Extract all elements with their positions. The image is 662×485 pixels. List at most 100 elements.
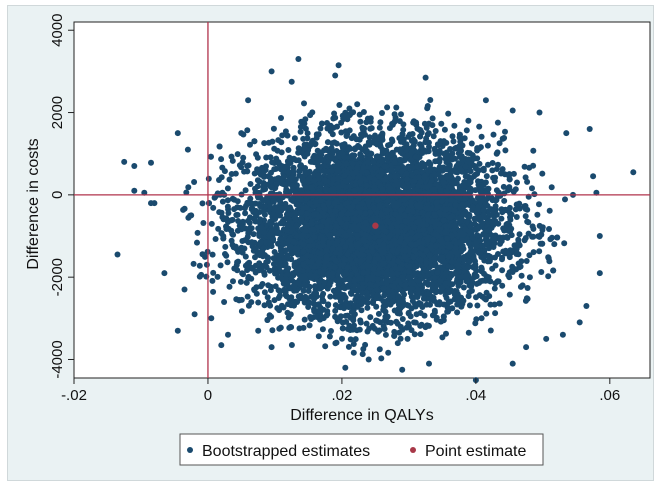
bootstrap-point bbox=[234, 227, 241, 234]
bootstrap-point bbox=[269, 138, 276, 145]
bootstrap-point bbox=[317, 125, 324, 132]
bootstrap-point bbox=[336, 102, 343, 108]
bootstrap-point bbox=[547, 236, 554, 243]
bootstrap-point bbox=[200, 220, 207, 226]
bootstrap-point bbox=[332, 307, 339, 314]
bootstrap-point bbox=[498, 215, 505, 222]
bootstrap-point bbox=[232, 170, 239, 177]
bootstrap-point bbox=[379, 110, 385, 116]
bootstrap-point bbox=[275, 287, 282, 294]
bootstrap-point bbox=[370, 300, 376, 306]
bootstrap-point bbox=[481, 270, 487, 277]
bootstrap-point bbox=[218, 156, 225, 163]
bootstrap-point bbox=[461, 135, 468, 142]
bootstrap-point bbox=[244, 127, 251, 134]
bootstrap-point bbox=[240, 154, 247, 161]
bootstrap-point bbox=[389, 150, 396, 157]
bootstrap-point bbox=[526, 252, 533, 259]
bootstrap-point bbox=[324, 120, 330, 126]
bootstrap-point bbox=[191, 179, 198, 185]
bootstrap-point bbox=[387, 319, 394, 326]
bootstrap-point bbox=[381, 317, 388, 324]
bootstrap-point bbox=[432, 128, 439, 134]
bootstrap-point bbox=[297, 128, 304, 135]
bootstrap-point bbox=[522, 213, 529, 220]
bootstrap-point bbox=[235, 218, 242, 224]
bootstrap-point bbox=[518, 258, 525, 265]
bootstrap-point bbox=[442, 259, 448, 266]
bootstrap-point bbox=[185, 184, 192, 191]
bootstrap-point bbox=[255, 299, 262, 306]
bootstrap-point bbox=[525, 219, 532, 226]
bootstrap-point bbox=[499, 209, 506, 216]
bootstrap-point bbox=[436, 299, 443, 306]
bootstrap-point bbox=[492, 310, 499, 317]
bootstrap-point bbox=[492, 203, 499, 210]
bootstrap-point bbox=[521, 163, 528, 170]
bootstrap-point bbox=[234, 151, 241, 158]
bootstrap-point bbox=[228, 217, 234, 224]
bootstrap-point bbox=[305, 288, 312, 294]
bootstrap-point bbox=[343, 133, 350, 139]
bootstrap-point bbox=[301, 316, 308, 323]
bootstrap-point bbox=[364, 328, 371, 335]
bootstrap-point bbox=[333, 140, 340, 147]
bootstrap-point bbox=[499, 267, 506, 274]
bootstrap-point bbox=[332, 340, 339, 347]
bootstrap-point bbox=[394, 340, 401, 347]
bootstrap-point bbox=[512, 206, 519, 213]
bootstrap-point bbox=[439, 334, 446, 341]
bootstrap-point bbox=[219, 198, 226, 205]
bootstrap-point bbox=[465, 293, 472, 300]
bootstrap-point bbox=[214, 273, 221, 280]
bootstrap-point bbox=[285, 314, 292, 321]
bootstrap-point bbox=[209, 251, 216, 258]
bootstrap-point bbox=[249, 200, 256, 207]
bootstrap-point bbox=[453, 288, 460, 295]
bootstrap-point bbox=[238, 308, 245, 315]
bootstrap-point bbox=[273, 222, 280, 229]
bootstrap-point bbox=[443, 159, 450, 166]
bootstrap-point bbox=[339, 142, 346, 149]
bootstrap-point bbox=[301, 100, 307, 107]
bootstrap-point bbox=[346, 105, 353, 112]
bootstrap-point bbox=[329, 140, 336, 147]
bootstrap-point bbox=[524, 285, 531, 291]
bootstrap-point bbox=[480, 165, 487, 172]
bootstrap-point bbox=[404, 335, 411, 342]
bootstrap-point bbox=[506, 254, 513, 261]
bootstrap-point bbox=[383, 155, 390, 162]
bootstrap-point bbox=[367, 314, 374, 321]
bootstrap-point bbox=[194, 229, 201, 236]
bootstrap-point bbox=[210, 288, 217, 295]
bootstrap-point bbox=[384, 104, 391, 111]
bootstrap-point bbox=[478, 133, 485, 140]
bootstrap-point bbox=[476, 123, 483, 130]
bootstrap-point bbox=[304, 130, 311, 137]
bootstrap-point bbox=[240, 271, 247, 278]
bootstrap-point bbox=[417, 322, 424, 329]
bootstrap-point bbox=[526, 274, 533, 281]
bootstrap-point bbox=[203, 261, 210, 268]
bootstrap-point bbox=[210, 204, 217, 211]
bootstrap-point bbox=[324, 311, 331, 318]
bootstrap-point bbox=[354, 101, 361, 108]
bootstrap-point bbox=[419, 304, 426, 310]
bootstrap-point bbox=[430, 236, 437, 243]
bootstrap-point bbox=[248, 299, 255, 306]
bootstrap-point bbox=[513, 214, 520, 220]
bootstrap-point bbox=[483, 310, 490, 317]
bootstrap-point bbox=[536, 248, 543, 255]
bootstrap-point bbox=[388, 136, 395, 143]
bootstrap-point bbox=[417, 331, 424, 338]
bootstrap-point bbox=[473, 294, 479, 301]
bootstrap-point bbox=[441, 126, 448, 133]
bootstrap-point bbox=[375, 328, 382, 335]
bootstrap-point bbox=[443, 330, 449, 337]
bootstrap-point bbox=[359, 351, 366, 358]
bootstrap-point bbox=[285, 147, 292, 153]
bootstrap-point bbox=[404, 302, 410, 308]
bootstrap-point bbox=[364, 304, 371, 311]
bootstrap-point bbox=[399, 303, 406, 310]
